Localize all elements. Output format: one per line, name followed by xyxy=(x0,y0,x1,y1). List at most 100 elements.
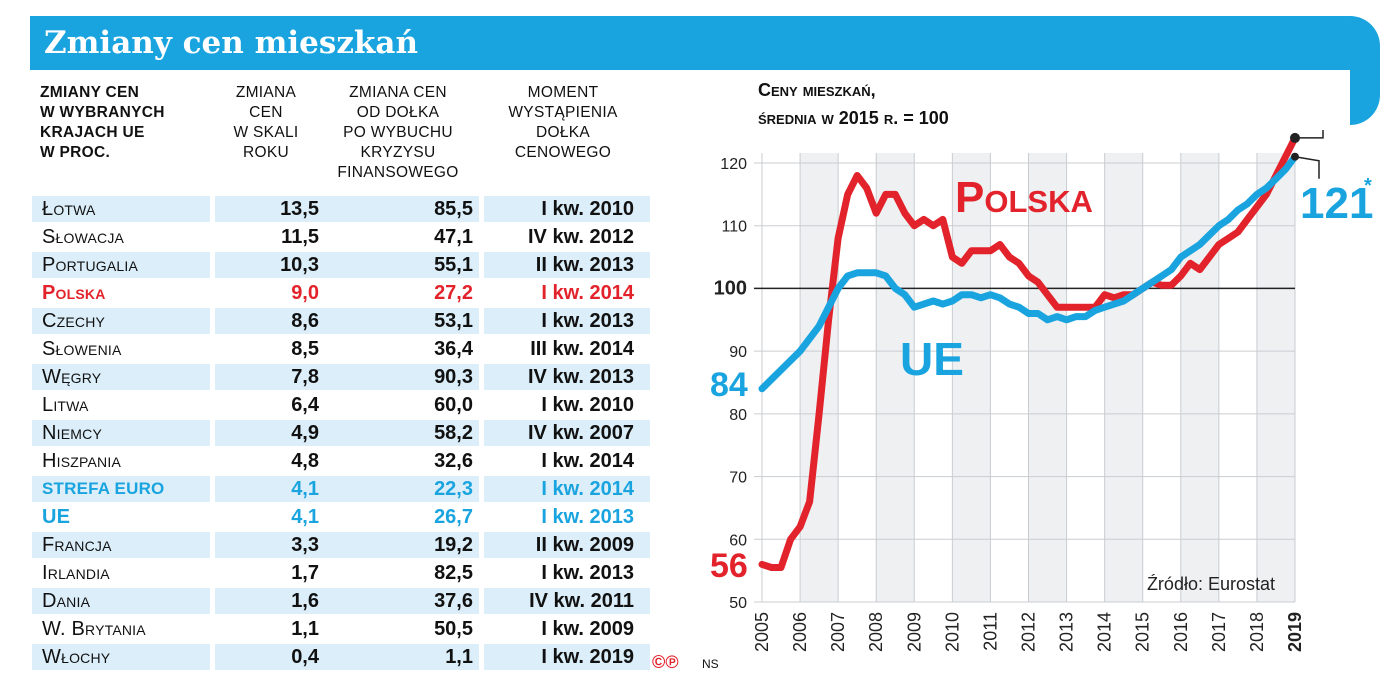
change-from-low-cell: 50,5 xyxy=(434,618,473,640)
change-from-low-cell: 85,5 xyxy=(434,198,473,220)
low-moment-cell: II kw. 2009 xyxy=(535,534,634,556)
row-stripe xyxy=(484,420,650,446)
table-row: Niemcy 4,9 58,2 IV kw. 2007 xyxy=(32,420,650,446)
y-tick-label: 70 xyxy=(729,470,747,487)
country-cell: Włochy xyxy=(42,646,111,668)
low-moment-cell: I kw. 2010 xyxy=(541,198,634,220)
table-row: Litwa 6,4 60,0 I kw. 2010 xyxy=(32,392,650,418)
x-tick-label: 2017 xyxy=(1209,612,1229,652)
country-cell: Słowacja xyxy=(42,226,125,248)
y-tick-label: 60 xyxy=(729,532,747,549)
page-title: Zmiany cen mieszkań xyxy=(44,25,419,61)
row-stripe xyxy=(32,420,210,446)
ue-series-label: UE xyxy=(900,333,964,385)
y-tick-label: 100 xyxy=(714,277,747,299)
col-header-annual-change: Zmiana cen w skali roku xyxy=(213,83,319,163)
low-moment-cell: I kw. 2013 xyxy=(541,310,634,332)
x-tick-label: 2007 xyxy=(828,612,848,652)
table-row: W. Brytania 1,1 50,5 I kw. 2009 xyxy=(32,616,650,642)
country-cell: Polska xyxy=(42,282,106,304)
copyright-mark: ©℗ xyxy=(652,652,679,672)
table-title-line: w wybranych xyxy=(40,104,165,121)
annual-change-cell: 4,1 xyxy=(291,506,319,528)
change-from-low-cell: 1,1 xyxy=(445,646,473,668)
col-header-line: Moment xyxy=(527,84,599,101)
y-tick-label: 90 xyxy=(729,344,747,361)
row-stripe xyxy=(32,532,210,558)
country-cell: Łotwa xyxy=(42,198,96,220)
polska-end-connector xyxy=(1295,130,1324,139)
row-stripe xyxy=(321,588,479,614)
low-moment-cell: IV kw. 2012 xyxy=(528,226,634,248)
country-cell: Litwa xyxy=(42,394,89,416)
annual-change-cell: 4,8 xyxy=(291,450,319,472)
country-cell: Słowenia xyxy=(42,338,122,360)
country-cell: Hiszpania xyxy=(42,450,121,472)
change-from-low-cell: 32,6 xyxy=(434,450,473,472)
row-stripe xyxy=(215,364,321,390)
row-stripe xyxy=(32,252,210,278)
row-stripe xyxy=(484,252,650,278)
y-tick-label: 50 xyxy=(729,595,747,612)
low-moment-cell: II kw. 2013 xyxy=(535,254,634,276)
table-row: Francja 3,3 19,2 II kw. 2009 xyxy=(32,532,650,558)
x-tick-label: 2006 xyxy=(790,612,810,652)
row-stripe xyxy=(32,476,210,502)
year-band xyxy=(1028,153,1067,602)
row-stripe xyxy=(215,588,321,614)
row-stripe xyxy=(484,644,650,670)
low-moment-cell: IV kw. 2013 xyxy=(528,366,634,388)
table-row: Węgry 7,8 90,3 IV kw. 2013 xyxy=(32,364,650,390)
low-moment-cell: I kw. 2009 xyxy=(541,618,634,640)
table-row: Hiszpania 4,8 32,6 I kw. 2014 xyxy=(32,448,650,474)
chart-title-line: Ceny mieszkań, xyxy=(758,80,876,100)
row-stripe xyxy=(321,476,479,502)
low-moment-cell: I kw. 2014 xyxy=(541,478,634,500)
annual-change-cell: 8,5 xyxy=(291,338,319,360)
change-from-low-cell: 26,7 xyxy=(434,506,473,528)
row-stripe xyxy=(321,252,479,278)
row-stripe xyxy=(32,644,210,670)
y-tick-label: 110 xyxy=(721,219,747,236)
change-from-low-cell: 19,2 xyxy=(434,534,473,556)
change-from-low-cell: 22,3 xyxy=(434,478,473,500)
country-cell: Czechy xyxy=(42,310,106,332)
low-moment-cell: IV kw. 2007 xyxy=(528,422,634,444)
ue-end-asterisk: * xyxy=(1364,175,1372,197)
annual-change-cell: 4,9 xyxy=(291,422,319,444)
row-stripe xyxy=(484,588,650,614)
country-cell: W. Brytania xyxy=(42,618,146,640)
col-header-change-from-low: Zmiana cen od dołka po wybuchu kryzysu f… xyxy=(318,83,478,183)
year-band xyxy=(1256,153,1295,602)
col-header-low-moment: Moment wystąpienia dołka cenowego xyxy=(478,83,648,163)
table-row: Czechy 8,6 53,1 I kw. 2013 xyxy=(32,308,650,334)
table-row: UE 4,1 26,7 I kw. 2013 xyxy=(32,504,650,530)
low-moment-cell: I kw. 2013 xyxy=(541,506,634,528)
x-tick-label: 2016 xyxy=(1171,612,1191,652)
price-index-chart: 50 60 70 80 90 100 110 120 2005 2006 2007 2008 2009 2… xyxy=(710,130,1373,652)
change-from-low-cell: 53,1 xyxy=(434,310,473,332)
country-cell: Niemcy xyxy=(42,422,102,444)
low-moment-cell: III kw. 2014 xyxy=(530,338,634,360)
ue-start-label: 84 xyxy=(710,366,748,404)
x-tick-label: 2010 xyxy=(942,612,962,652)
annual-change-cell: 0,4 xyxy=(291,646,319,668)
row-stripe xyxy=(484,532,650,558)
year-band xyxy=(800,153,839,602)
change-from-low-cell: 60,0 xyxy=(434,394,473,416)
col-header-line: po wybuchu xyxy=(343,124,453,141)
x-tick-label: 2012 xyxy=(1019,612,1039,652)
ue-end-connector xyxy=(1294,155,1320,179)
low-moment-cell: I kw. 2014 xyxy=(541,282,634,304)
low-moment-cell: IV kw. 2011 xyxy=(529,590,634,612)
col-header-line: dołka xyxy=(535,124,591,141)
low-moment-cell: I kw. 2013 xyxy=(541,562,634,584)
low-moment-cell: I kw. 2014 xyxy=(541,450,634,472)
table-row: Polska 9,0 27,2 I kw. 2014 xyxy=(32,280,650,306)
col-header-line: finansowego xyxy=(337,164,459,181)
row-stripe xyxy=(321,644,479,670)
country-cell: Węgry xyxy=(42,366,102,388)
annual-change-cell: 9,0 xyxy=(291,282,319,304)
change-from-low-cell: 90,3 xyxy=(434,366,473,388)
row-stripe xyxy=(484,476,650,502)
